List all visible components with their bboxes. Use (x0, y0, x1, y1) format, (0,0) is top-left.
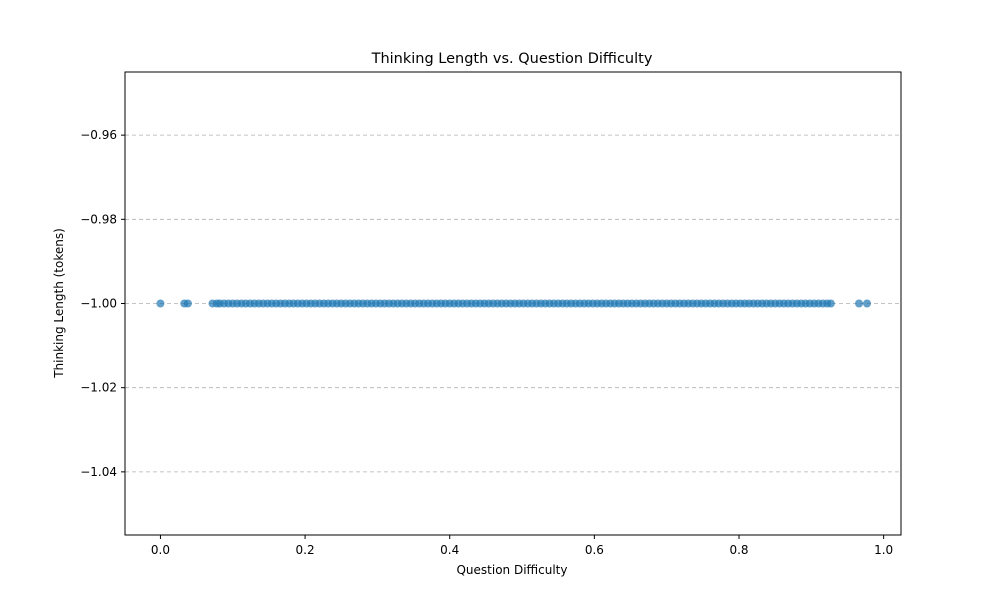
x-tick-label: 0.8 (729, 543, 748, 557)
x-axis-title: Question Difficulty (456, 563, 567, 577)
y-tick-label: −1.00 (80, 297, 117, 311)
y-tick-label: −0.98 (80, 212, 117, 226)
data-point (183, 299, 192, 308)
data-points (156, 299, 872, 308)
y-axis-title: Thinking Length (tokens) (52, 228, 66, 379)
y-tick-label: −1.02 (80, 381, 117, 395)
x-tick-label: 0.0 (151, 543, 170, 557)
data-point (156, 299, 165, 308)
x-tick-label: 0.4 (440, 543, 459, 557)
x-tick-label: 1.0 (874, 543, 893, 557)
x-tick-label: 0.6 (585, 543, 604, 557)
y-axis-ticks: −0.96 −0.98 −1.00 −1.02 −1.04 (80, 128, 125, 479)
data-point (855, 299, 864, 308)
y-tick-label: −0.96 (80, 128, 117, 142)
x-axis-ticks: 0.0 0.2 0.4 0.6 0.8 1.0 (151, 535, 893, 557)
data-point (863, 299, 872, 308)
data-point (826, 299, 835, 308)
chart-title: Thinking Length vs. Question Difficulty (371, 51, 653, 67)
y-tick-label: −1.04 (80, 465, 117, 479)
x-tick-label: 0.2 (296, 543, 315, 557)
